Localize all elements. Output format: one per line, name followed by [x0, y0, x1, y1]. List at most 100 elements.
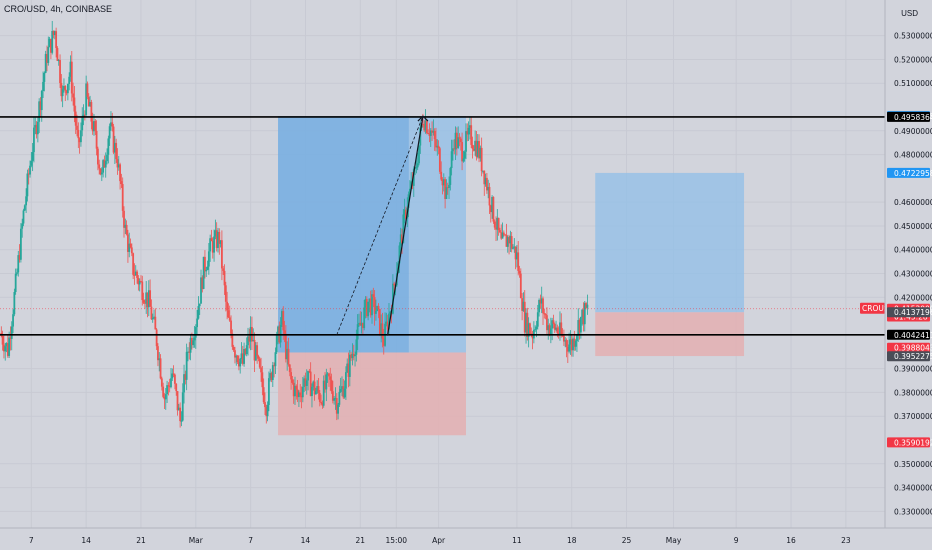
- candle-body: [142, 300, 145, 303]
- candle-body: [108, 126, 111, 139]
- candle-body: [188, 351, 191, 353]
- candle-body: [557, 333, 560, 335]
- candle-body: [98, 164, 101, 169]
- price-tag-label: 0.40424112: [894, 331, 932, 340]
- y-tick-label: 0.48000000: [894, 151, 932, 160]
- candle-body: [283, 330, 286, 334]
- candle-body: [292, 382, 295, 397]
- candle-body: [380, 323, 383, 335]
- price-tag-bg: [887, 342, 930, 353]
- candle-body: [206, 266, 209, 270]
- price-tag-bg: [887, 167, 930, 178]
- candle-body: [382, 338, 385, 346]
- candle-body: [204, 256, 206, 272]
- candle-body: [35, 124, 38, 135]
- candle-body: [553, 324, 556, 330]
- price-tag-bg: [887, 329, 930, 340]
- candle-body: [442, 179, 445, 186]
- candle-body: [523, 301, 526, 333]
- candle-body: [214, 230, 217, 237]
- candle-body: [350, 354, 353, 359]
- candle-body: [116, 159, 119, 168]
- candle-body: [365, 298, 368, 317]
- candle-body: [264, 402, 266, 408]
- candle-body: [121, 184, 124, 211]
- price-axis[interactable]: 0.53000000 0.52000000 0.51000000 0.49000000…: [884, 0, 932, 550]
- candle-body: [416, 163, 419, 168]
- candle-body: [408, 188, 411, 195]
- candle-body: [39, 101, 42, 111]
- candle-body: [500, 232, 503, 239]
- candle-body: [462, 158, 465, 162]
- candle-body: [294, 385, 296, 397]
- candle-body: [506, 237, 509, 247]
- candle-body: [346, 363, 349, 373]
- candle-body: [335, 398, 338, 414]
- x-tick-label: 7: [248, 536, 253, 545]
- arrow-solid-1: [387, 115, 424, 335]
- candle-body: [291, 379, 294, 383]
- candle-body: [183, 374, 185, 393]
- candle-body: [330, 379, 333, 392]
- candle-body: [145, 292, 148, 304]
- candle-body: [181, 392, 184, 421]
- x-tick-label: 23: [841, 536, 851, 545]
- trend-arrows[interactable]: [336, 115, 429, 336]
- candle-body: [548, 325, 551, 335]
- candle-body: [386, 321, 389, 330]
- candle-body: [210, 238, 213, 242]
- candle-body: [74, 111, 77, 126]
- y-tick-label: 0.44000000: [894, 246, 932, 255]
- candle-body: [73, 97, 76, 112]
- candle-body: [81, 116, 84, 131]
- candle-body: [564, 340, 567, 342]
- candle-body: [452, 148, 454, 152]
- candle-body: [281, 311, 283, 325]
- candle-body: [57, 60, 60, 62]
- candle-body: [215, 230, 218, 248]
- long-position-1-stop-zone: [278, 352, 466, 436]
- candle-body: [14, 273, 17, 293]
- arrow-head: [417, 115, 429, 122]
- candle-body: [270, 373, 273, 380]
- candle-body: [585, 303, 587, 308]
- price-tag-bg: [887, 307, 930, 318]
- candle-body: [458, 137, 461, 139]
- candle-body: [164, 394, 167, 400]
- candle-body: [143, 302, 146, 304]
- candle-body: [288, 364, 291, 373]
- candle-body: [274, 352, 277, 367]
- time-axis[interactable]: 7 14 21 Mar 7 14 21 15:00 Apr 11 18 25 May 9 16 23: [0, 527, 932, 545]
- candle-body: [46, 53, 48, 63]
- candle-body: [213, 236, 215, 253]
- candle-body: [522, 301, 525, 311]
- candle-body: [77, 129, 80, 139]
- candle-body: [461, 142, 463, 162]
- candle-body: [569, 339, 572, 345]
- candle-body: [82, 114, 85, 117]
- candle-body: [44, 53, 47, 73]
- candle-body: [581, 309, 584, 318]
- candle-body: [428, 133, 431, 136]
- candle-body: [317, 386, 320, 393]
- y-tick-label: 0.39000000: [894, 365, 932, 374]
- candle-body: [48, 38, 51, 47]
- candle-body: [85, 83, 88, 115]
- candle-body: [311, 386, 313, 397]
- candle-body: [371, 294, 373, 316]
- candle-body: [163, 396, 166, 400]
- candle-body: [185, 351, 188, 380]
- candle-body: [154, 316, 157, 330]
- horizontal-levels[interactable]: CROUSD: [0, 116, 895, 336]
- candle-body: [239, 358, 242, 367]
- candle-body: [551, 320, 554, 329]
- candle-body: [207, 251, 210, 267]
- candle-body: [275, 334, 278, 353]
- candle-body: [12, 314, 14, 327]
- candle-body: [525, 312, 527, 333]
- candle-body: [95, 130, 98, 149]
- candle-body: [115, 142, 118, 160]
- candle-body: [328, 373, 330, 377]
- candle-body: [582, 309, 585, 325]
